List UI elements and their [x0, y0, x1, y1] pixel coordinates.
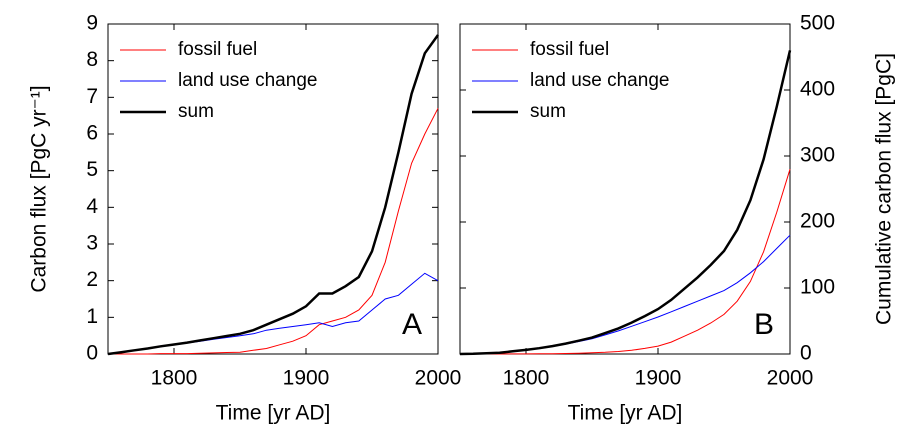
legend-label: land use change	[178, 70, 317, 91]
y-tick-label: 0	[800, 342, 812, 365]
data-line	[460, 169, 791, 355]
x-tick-label: 1900	[283, 367, 330, 390]
y-tick-label: 400	[800, 78, 835, 101]
legend-label: sum	[530, 101, 566, 122]
y-tick-label: 500	[800, 12, 835, 35]
legend-label: fossil fuel	[178, 39, 257, 60]
x-tick-label: 2000	[415, 367, 462, 390]
x-tick-label: 2000	[767, 367, 814, 390]
y-axis-label: Carbon flux [PgC yr⁻¹]	[28, 85, 51, 292]
x-tick-label: 1900	[635, 367, 682, 390]
data-line	[107, 34, 440, 356]
legend-label: fossil fuel	[530, 39, 609, 60]
y-tick-label: 6	[86, 122, 98, 145]
plot-frame	[107, 23, 439, 355]
panel-annotation: A	[402, 308, 422, 341]
y-tick-label: 100	[800, 276, 835, 299]
data-line	[459, 234, 791, 355]
y-tick-label: 200	[800, 210, 835, 233]
data-line	[459, 50, 792, 356]
data-line	[107, 272, 439, 355]
legend-label: sum	[178, 101, 214, 122]
y-tick-label: 7	[86, 85, 98, 108]
legend-label: land use change	[530, 70, 669, 91]
data-line	[108, 108, 439, 355]
y-tick-label: 300	[800, 144, 835, 167]
y-tick-label: 8	[86, 48, 98, 71]
y-tick-label: 2	[86, 268, 98, 291]
x-tick-label: 1800	[151, 367, 198, 390]
x-tick-label: 1800	[503, 367, 550, 390]
y-axis-label: Cumulative carbon flux [PgC]	[873, 53, 896, 325]
y-tick-label: 1	[86, 305, 98, 328]
y-tick-label: 3	[86, 232, 98, 255]
x-axis-label: Time [yr AD]	[216, 402, 331, 425]
y-tick-label: 0	[86, 342, 98, 365]
plot-frame	[459, 23, 791, 355]
y-tick-label: 9	[86, 12, 98, 35]
panel-annotation: B	[754, 308, 774, 341]
x-axis-label: Time [yr AD]	[568, 402, 683, 425]
y-tick-label: 4	[86, 195, 98, 218]
y-tick-label: 5	[86, 158, 98, 181]
